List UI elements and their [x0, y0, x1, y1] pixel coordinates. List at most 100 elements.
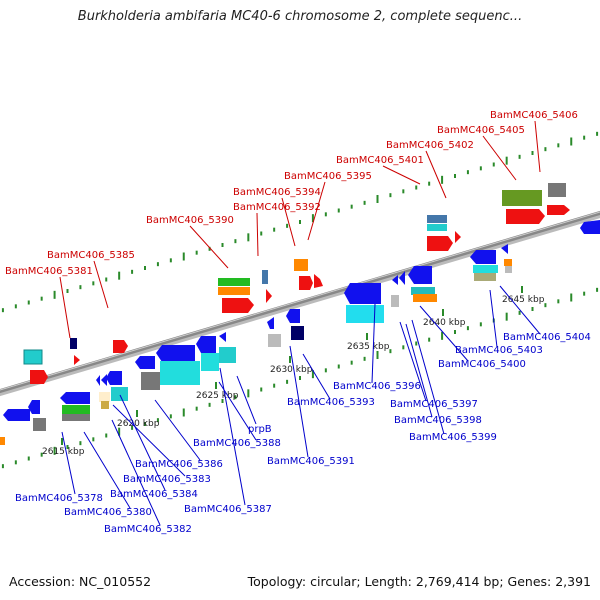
feature-arrow[interactable]	[219, 332, 226, 342]
feature-box[interactable]	[219, 347, 236, 363]
feature-arrow[interactable]	[74, 355, 80, 365]
feature-box[interactable]	[62, 405, 90, 414]
feature-arrow[interactable]	[501, 244, 508, 254]
feature-box[interactable]	[548, 183, 566, 197]
feature-arrow[interactable]	[101, 374, 107, 386]
feature-arrow[interactable]	[267, 317, 274, 329]
feature-box[interactable]	[218, 278, 250, 286]
feature-arrow[interactable]	[427, 236, 453, 251]
feature-box[interactable]	[504, 259, 512, 266]
feature-box[interactable]	[294, 259, 308, 271]
gene-label[interactable]: BamMC406_5399	[409, 432, 497, 443]
feature-box[interactable]	[160, 361, 200, 385]
gene-label[interactable]: BamMC406_5383	[123, 474, 211, 485]
gene-label[interactable]: BamMC406_5381	[5, 266, 93, 277]
feature-arrow[interactable]	[299, 276, 313, 290]
feature-box[interactable]	[262, 270, 268, 284]
feature-box[interactable]	[505, 266, 512, 273]
feature-box[interactable]	[141, 372, 160, 390]
feature-arrow[interactable]	[399, 271, 405, 285]
gene-label[interactable]: BamMC406_5392	[233, 202, 321, 213]
feature-arrow[interactable]	[106, 371, 122, 385]
gene-label[interactable]: BamMC406_5380	[64, 507, 152, 518]
feature-arrow[interactable]	[408, 266, 432, 284]
gene-label[interactable]: BamMC406_5400	[438, 359, 526, 370]
gene-label[interactable]: BamMC406_5396	[333, 381, 421, 392]
feature-arrow[interactable]	[286, 309, 300, 323]
feature-arrow[interactable]	[156, 345, 195, 362]
feature-box[interactable]	[474, 273, 496, 281]
gene-label[interactable]: BamMC406_5401	[336, 155, 424, 166]
gene-label[interactable]: BamMC406_5394	[233, 187, 321, 198]
gene-label[interactable]: BamMC406_5386	[135, 459, 223, 470]
ruler-tick	[583, 135, 586, 140]
label-leader	[307, 181, 326, 241]
gene-label[interactable]: BamMC406_5404	[503, 332, 591, 343]
gene-label[interactable]: BamMC406_5395	[284, 171, 372, 182]
gene-label[interactable]: BamMC406_5398	[394, 415, 482, 426]
feature-box[interactable]	[413, 294, 437, 302]
feature-arrow[interactable]	[135, 356, 155, 369]
gene-label[interactable]: BamMC406_5378	[15, 493, 103, 504]
accession-text: Accession: NC_010552	[9, 574, 152, 589]
feature-arrow[interactable]	[30, 370, 48, 384]
gene-label[interactable]: BamMC406_5403	[455, 345, 543, 356]
feature-box[interactable]	[201, 353, 219, 371]
feature-box[interactable]	[473, 265, 498, 273]
gene-label[interactable]: BamMC406_5384	[110, 489, 198, 500]
gene-label[interactable]: BamMC406_5402	[386, 140, 474, 151]
gene-label[interactable]: prpB	[248, 424, 272, 435]
feature-box[interactable]	[101, 401, 109, 409]
feature-arrow[interactable]	[455, 231, 461, 243]
feature-box[interactable]	[62, 414, 90, 421]
feature-box[interactable]	[218, 287, 250, 295]
gene-label[interactable]: BamMC406_5388	[193, 438, 281, 449]
ruler-tick	[27, 300, 30, 305]
feature-arrow[interactable]	[392, 275, 398, 285]
feature-arrow[interactable]	[547, 205, 570, 215]
feature-box[interactable]	[111, 387, 128, 401]
feature-arrow[interactable]	[314, 274, 323, 288]
gene-label[interactable]: BamMC406_5391	[267, 456, 355, 467]
feature-box[interactable]	[33, 418, 46, 431]
feature-box[interactable]	[427, 224, 447, 231]
feature-box[interactable]	[411, 287, 435, 295]
ruler-tick	[40, 296, 43, 301]
feature-arrow[interactable]	[196, 336, 216, 353]
feature-arrow[interactable]	[506, 209, 545, 224]
feature-box[interactable]	[291, 326, 304, 340]
feature-arrow[interactable]	[344, 283, 381, 304]
gene-label[interactable]: BamMC406_5387	[184, 504, 272, 515]
feature-arrow[interactable]	[580, 220, 600, 234]
feature-arrow[interactable]	[28, 400, 40, 414]
feature-box[interactable]	[0, 437, 5, 445]
gene-label[interactable]: BamMC406_5397	[390, 399, 478, 410]
feature-arrow[interactable]	[60, 392, 90, 404]
feature-box[interactable]	[346, 305, 384, 323]
feature-arrow[interactable]	[3, 409, 30, 421]
gene-label[interactable]: BamMC406_5390	[146, 215, 234, 226]
ruler-tick	[415, 341, 418, 346]
gene-label[interactable]: BamMC406_5393	[287, 397, 375, 408]
feature-box[interactable]	[268, 334, 281, 347]
feature-box[interactable]	[502, 190, 542, 206]
label-leaders	[59, 120, 541, 526]
ruler-tick	[195, 406, 198, 411]
feature-arrow[interactable]	[470, 250, 496, 264]
feature-box[interactable]	[99, 392, 110, 402]
ruler-tick	[299, 220, 301, 224]
feature-arrow[interactable]	[96, 375, 100, 386]
feature-arrow[interactable]	[222, 298, 254, 313]
label-leader	[112, 404, 186, 477]
gene-label[interactable]: BamMC406_5406	[490, 110, 578, 121]
feature-box[interactable]	[70, 338, 77, 349]
feature-arrow[interactable]	[113, 340, 128, 353]
gene-label[interactable]: BamMC406_5405	[437, 125, 525, 136]
feature-box[interactable]	[391, 295, 399, 307]
feature-box[interactable]	[427, 215, 447, 223]
feature-arrow[interactable]	[266, 289, 272, 303]
gene-label[interactable]: BamMC406_5385	[47, 250, 135, 261]
gene-label[interactable]: BamMC406_5382	[104, 524, 192, 535]
feature-box[interactable]	[23, 349, 43, 365]
